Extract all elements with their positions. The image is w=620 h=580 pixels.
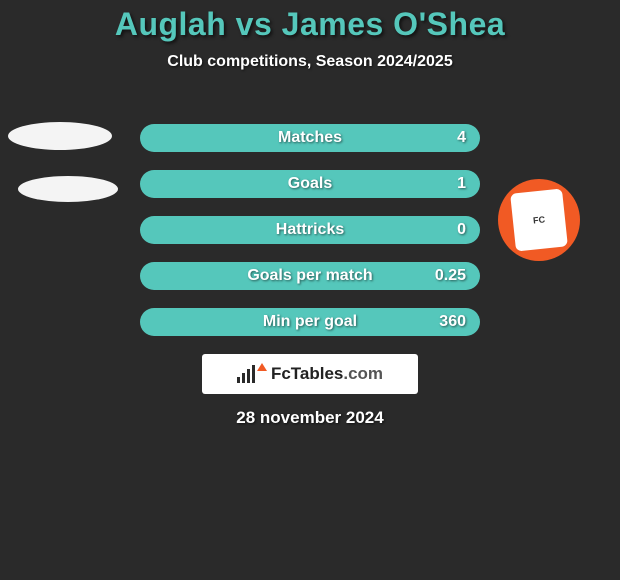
stats-container: Matches 4 Goals 1 Hattricks 0 Goals per … bbox=[140, 124, 480, 354]
club-badge: FC bbox=[498, 179, 580, 261]
ellipse-shape bbox=[8, 122, 112, 150]
arrow-up-icon bbox=[257, 363, 267, 371]
stat-label: Goals bbox=[288, 175, 332, 193]
logo-bars-icon bbox=[237, 365, 255, 383]
stat-value-right: 1 bbox=[457, 175, 466, 193]
stat-row: Goals 1 bbox=[140, 170, 480, 198]
stat-label: Goals per match bbox=[247, 267, 372, 285]
stat-label: Min per goal bbox=[263, 313, 357, 331]
stat-row: Matches 4 bbox=[140, 124, 480, 152]
logo-text: FcTables.com bbox=[271, 364, 383, 384]
left-avatar-placeholder bbox=[8, 122, 118, 202]
bar-shape bbox=[247, 369, 250, 383]
logo-suffix: .com bbox=[343, 364, 383, 383]
date-text: 28 november 2024 bbox=[0, 408, 620, 428]
stat-row: Min per goal 360 bbox=[140, 308, 480, 336]
logo-brand: FcTables bbox=[271, 364, 343, 383]
ellipse-shape bbox=[18, 176, 118, 202]
stat-label: Hattricks bbox=[276, 221, 344, 239]
stat-label: Matches bbox=[278, 129, 342, 147]
stat-value-right: 0.25 bbox=[435, 267, 466, 285]
stat-value-right: 360 bbox=[439, 313, 466, 331]
stat-value-right: 4 bbox=[457, 129, 466, 147]
stat-value-right: 0 bbox=[457, 221, 466, 239]
bar-shape bbox=[237, 377, 240, 383]
bar-shape bbox=[242, 373, 245, 383]
club-badge-inner: FC bbox=[510, 188, 568, 251]
subtitle: Club competitions, Season 2024/2025 bbox=[0, 53, 620, 71]
stat-row: Hattricks 0 bbox=[140, 216, 480, 244]
fctables-logo: FcTables.com bbox=[202, 354, 418, 394]
stat-row: Goals per match 0.25 bbox=[140, 262, 480, 290]
page-title: Auglah vs James O'Shea bbox=[0, 0, 620, 43]
bar-shape bbox=[252, 365, 255, 383]
